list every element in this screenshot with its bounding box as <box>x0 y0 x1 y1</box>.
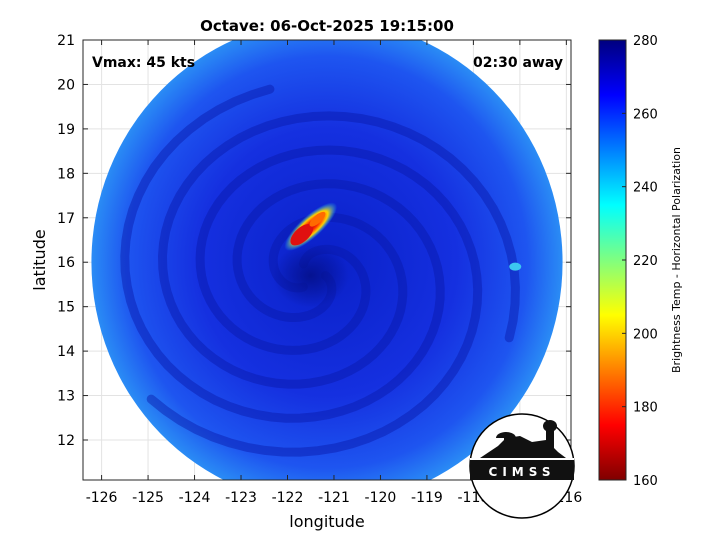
colorbar-tick-label: 240 <box>633 181 658 196</box>
x-tick-label: -125 <box>132 490 164 506</box>
y-axis-label: latitude <box>30 229 49 290</box>
x-axis-label: longitude <box>289 512 364 531</box>
y-tick-label: 13 <box>57 389 75 405</box>
rain-band <box>120 84 445 423</box>
x-tick-label: -121 <box>318 490 350 506</box>
y-tick-label: 16 <box>57 255 75 271</box>
cold-convection <box>284 202 338 251</box>
cimss-logo: CIMSS <box>469 413 575 519</box>
storm-center <box>272 243 349 308</box>
y-tick-label: 18 <box>57 166 75 182</box>
logo-text: CIMSS <box>489 465 556 479</box>
y-tick-label: 20 <box>57 77 75 93</box>
y-tick-label: 21 <box>57 33 75 49</box>
colorbar-tick-label: 220 <box>633 254 658 269</box>
brightness-temp-swath <box>91 40 563 480</box>
cyan-spot <box>509 262 522 271</box>
vmax-annotation: Vmax: 45 kts <box>92 55 195 71</box>
colorbar-tick-label: 260 <box>633 107 658 122</box>
rain-band <box>157 111 520 389</box>
colorbar-label: Brightness Temp - Horizontal Polarizatio… <box>670 147 683 373</box>
y-tick-label: 15 <box>57 300 75 316</box>
plot-frame <box>82 39 572 481</box>
x-tick-label: -122 <box>272 490 304 506</box>
time-away-annotation: 02:30 away <box>473 55 563 71</box>
y-tick-label: 17 <box>57 211 75 227</box>
y-tick-label: 19 <box>57 122 75 138</box>
rain-band <box>146 145 483 457</box>
colorbar <box>598 39 627 481</box>
x-tick-label: -119 <box>411 490 443 506</box>
x-tick-label: -126 <box>86 490 118 506</box>
x-tick-label: -124 <box>179 490 211 506</box>
y-tick-label: 12 <box>57 433 75 449</box>
chart-title: Octave: 06-Oct-2025 19:15:00 <box>200 17 454 35</box>
colorbar-tick-label: 160 <box>633 474 658 489</box>
colorbar-tick-label: 200 <box>633 327 658 342</box>
colorbar-ticks: 160 180 200 220 240 260 280 <box>622 34 658 489</box>
colorbar-tick-label: 180 <box>633 401 658 416</box>
colorbar-tick-label: 280 <box>633 34 658 49</box>
x-tick-label: -120 <box>365 490 397 506</box>
x-tick-label: -123 <box>225 490 257 506</box>
y-tick-label: 14 <box>57 344 75 360</box>
